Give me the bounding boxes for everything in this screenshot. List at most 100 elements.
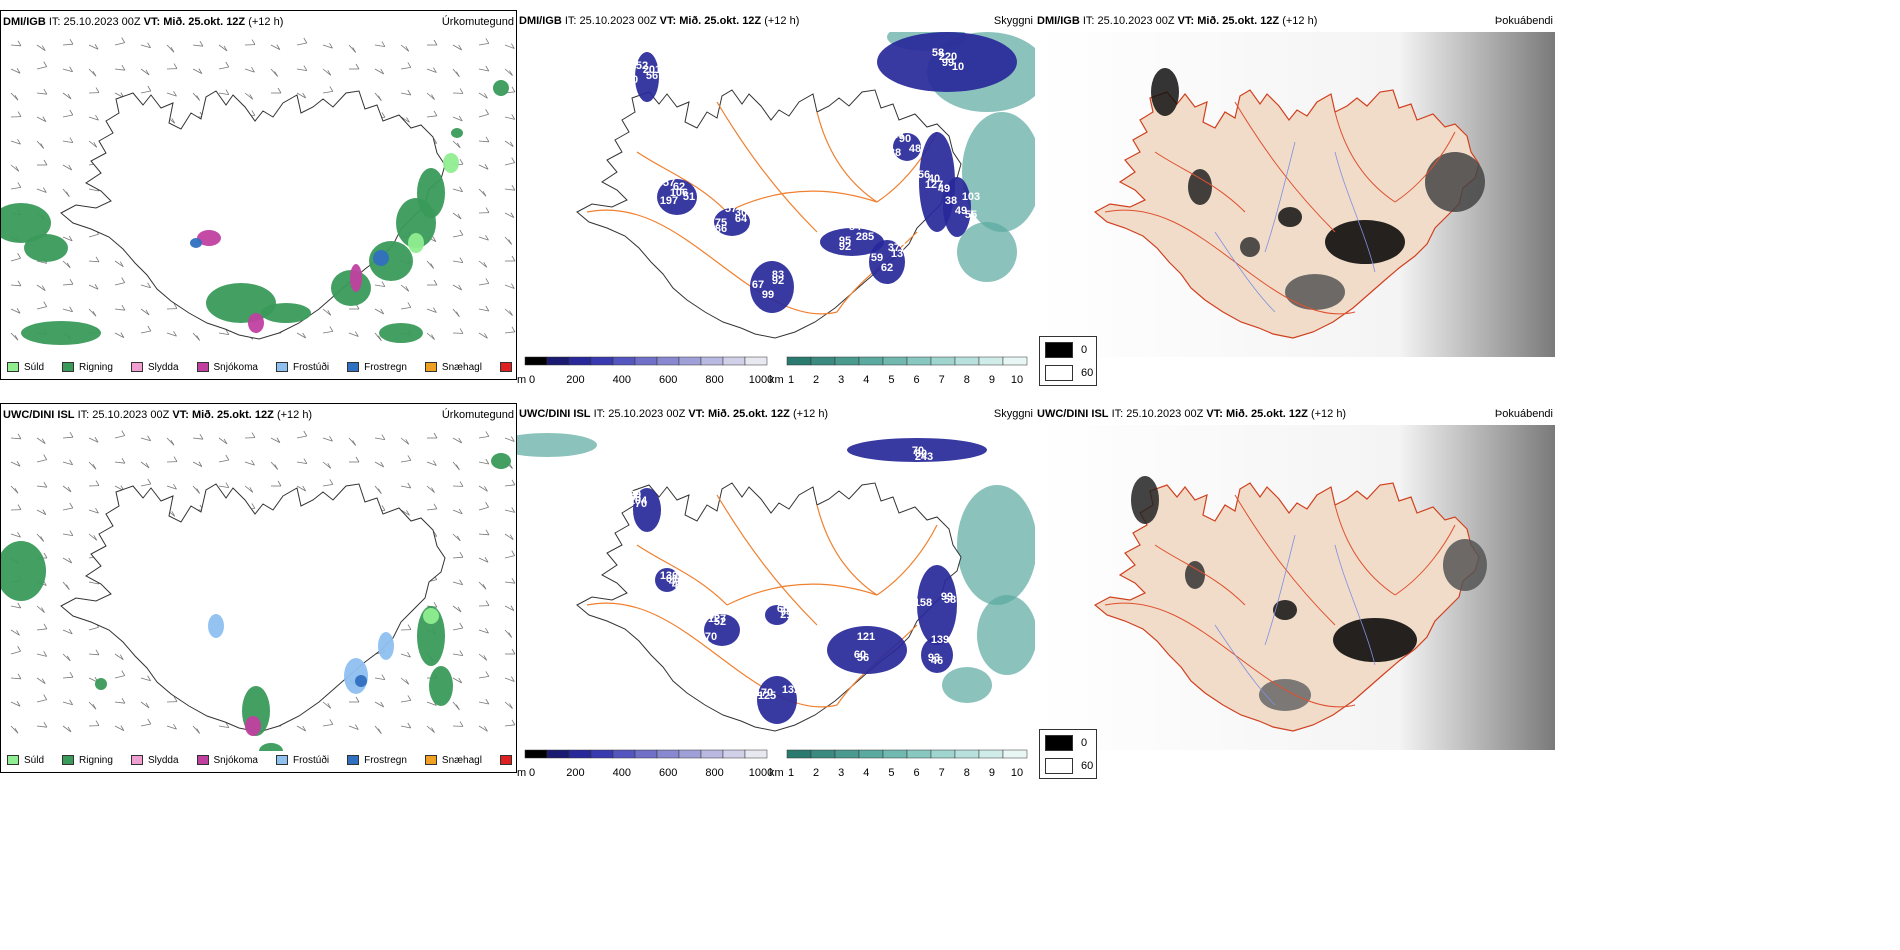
wind-barb-flag	[459, 579, 463, 585]
cloud-base-label: 66	[777, 603, 789, 615]
legend-swatch	[130, 755, 143, 765]
fog-key-row: 60	[1040, 363, 1096, 383]
wind-barb-flag	[407, 482, 412, 489]
wind-barb	[478, 485, 488, 492]
wind-barb-flag	[95, 720, 100, 726]
wind-barb-flag	[405, 286, 410, 292]
fog-map	[1035, 425, 1555, 750]
wind-barb-flag	[355, 696, 360, 703]
visibility-unit: km	[769, 767, 784, 779]
wind-barb	[296, 461, 307, 464]
wind-barb-flag	[459, 650, 464, 656]
legend-label: Frostúði	[292, 361, 330, 373]
wind-barb	[452, 627, 463, 631]
wind-barb-flag	[405, 439, 410, 445]
wind-barb-flag	[302, 332, 307, 339]
wind-barb-flag	[352, 440, 357, 446]
wind-barb-flag	[147, 325, 152, 332]
wind-barb	[10, 677, 21, 680]
cloud-base-label: 127	[708, 613, 726, 625]
road	[876, 524, 938, 596]
road	[1334, 504, 1396, 596]
precip-area	[493, 80, 509, 96]
panel-header: DMI/IGB IT: 25.10.2023 00Z VT: Mið. 25.o…	[1035, 10, 1555, 32]
wind-barb-flag	[16, 68, 21, 74]
wind-barb-flag	[43, 552, 48, 559]
cloud-base-swatch	[524, 356, 548, 366]
wind-barb	[322, 44, 333, 49]
wind-barb	[322, 91, 333, 94]
fog-key-label: 0	[1081, 344, 1088, 356]
wind-barb	[504, 212, 515, 218]
cloud-base-label: 125	[758, 690, 776, 702]
wind-barb	[452, 509, 463, 515]
visibility-tick: 5	[888, 767, 894, 779]
wind-barb	[478, 113, 489, 118]
wind-barb	[10, 308, 21, 314]
visibility-swatch	[858, 356, 884, 366]
wind-barb-flag	[485, 65, 490, 72]
legend-swatch	[424, 755, 437, 765]
wind-barb-flag	[485, 234, 489, 241]
wind-barb	[10, 437, 21, 440]
wind-barb-flag	[69, 431, 74, 438]
wind-barb	[10, 257, 21, 262]
wind-barb	[244, 461, 255, 466]
wind-barb-flag	[485, 278, 490, 284]
wind-barb	[322, 308, 332, 316]
visibility-tick: 6	[913, 374, 919, 386]
wind-barb	[504, 677, 515, 682]
wind-barb-flag	[274, 71, 279, 77]
wind-barb-flag	[485, 305, 490, 312]
wind-barb	[504, 162, 515, 166]
precip-area	[208, 614, 224, 638]
cloud-base-label: 60	[854, 649, 866, 661]
wind-barb	[192, 461, 203, 467]
legend-item: Súld	[7, 362, 44, 373]
wind-barb-flag	[251, 39, 256, 45]
wind-barb	[62, 557, 72, 564]
wind-barb	[348, 332, 359, 337]
fog-areas	[1131, 476, 1487, 711]
cloud-base-label: 211	[780, 609, 798, 621]
wind-barb	[478, 164, 489, 170]
wind-barb-flag	[69, 671, 74, 678]
cloud-base-tick: 600	[659, 767, 677, 779]
cloud-panel-row1: DMI/IGB IT: 25.10.2023 00Z VT: Mið. 25.o…	[517, 10, 1035, 386]
visibility-tick: 2	[813, 767, 819, 779]
wind-barb	[452, 284, 462, 291]
wind-barb-flag	[93, 142, 98, 148]
wind-barb	[478, 140, 489, 143]
issue-time: 25.10.2023 00Z	[92, 409, 170, 421]
wind-barb-flag	[41, 45, 46, 51]
cloud-base-tick: 800	[705, 767, 723, 779]
legend-label: Snjókoma	[213, 754, 258, 766]
cloud-base-swatch	[590, 749, 614, 759]
wind-barb	[218, 725, 229, 728]
cloud-base-label: 10	[626, 56, 638, 68]
cloud-base-label: 120	[623, 489, 641, 501]
wind-barb	[36, 66, 47, 70]
wind-barb	[10, 284, 21, 287]
cloud-base-label: 80	[915, 448, 927, 460]
wind-barb	[62, 653, 71, 662]
wind-barb	[296, 332, 306, 339]
road	[816, 504, 878, 596]
wind-barb-flag	[407, 624, 412, 630]
rivers	[1214, 141, 1376, 313]
wind-barb	[62, 461, 73, 466]
cloud-base-tick: 200	[566, 374, 584, 386]
cloud-base-label: 41	[669, 576, 681, 588]
visibility-swatch	[930, 356, 956, 366]
wind-barb	[62, 68, 73, 73]
wind-barb-flag	[458, 284, 463, 291]
wind-barb	[36, 437, 46, 444]
wind-barb	[114, 282, 125, 286]
wind-barb	[218, 485, 229, 488]
wind-barb-flag	[355, 456, 360, 463]
wind-barb-flag	[329, 326, 334, 332]
wind-barb-flag	[433, 601, 438, 608]
cloud-base-label: 73	[780, 606, 792, 618]
legend-label: Súld	[24, 754, 45, 766]
cloud-base-area	[765, 605, 789, 625]
